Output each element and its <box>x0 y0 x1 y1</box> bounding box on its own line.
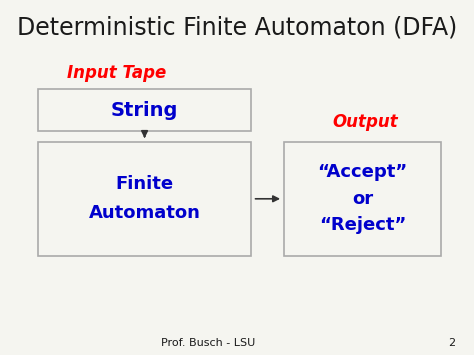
FancyBboxPatch shape <box>284 142 441 256</box>
Text: Finite
Automaton: Finite Automaton <box>89 175 201 222</box>
Text: String: String <box>111 100 178 120</box>
Text: Deterministic Finite Automaton (DFA): Deterministic Finite Automaton (DFA) <box>17 16 457 40</box>
Text: 2: 2 <box>448 338 455 348</box>
Text: Prof. Busch - LSU: Prof. Busch - LSU <box>162 338 255 348</box>
Text: “Accept”
or
“Reject”: “Accept” or “Reject” <box>318 163 408 234</box>
FancyBboxPatch shape <box>38 142 251 256</box>
Text: Output: Output <box>332 113 398 131</box>
FancyBboxPatch shape <box>38 89 251 131</box>
Text: Input Tape: Input Tape <box>66 64 166 82</box>
